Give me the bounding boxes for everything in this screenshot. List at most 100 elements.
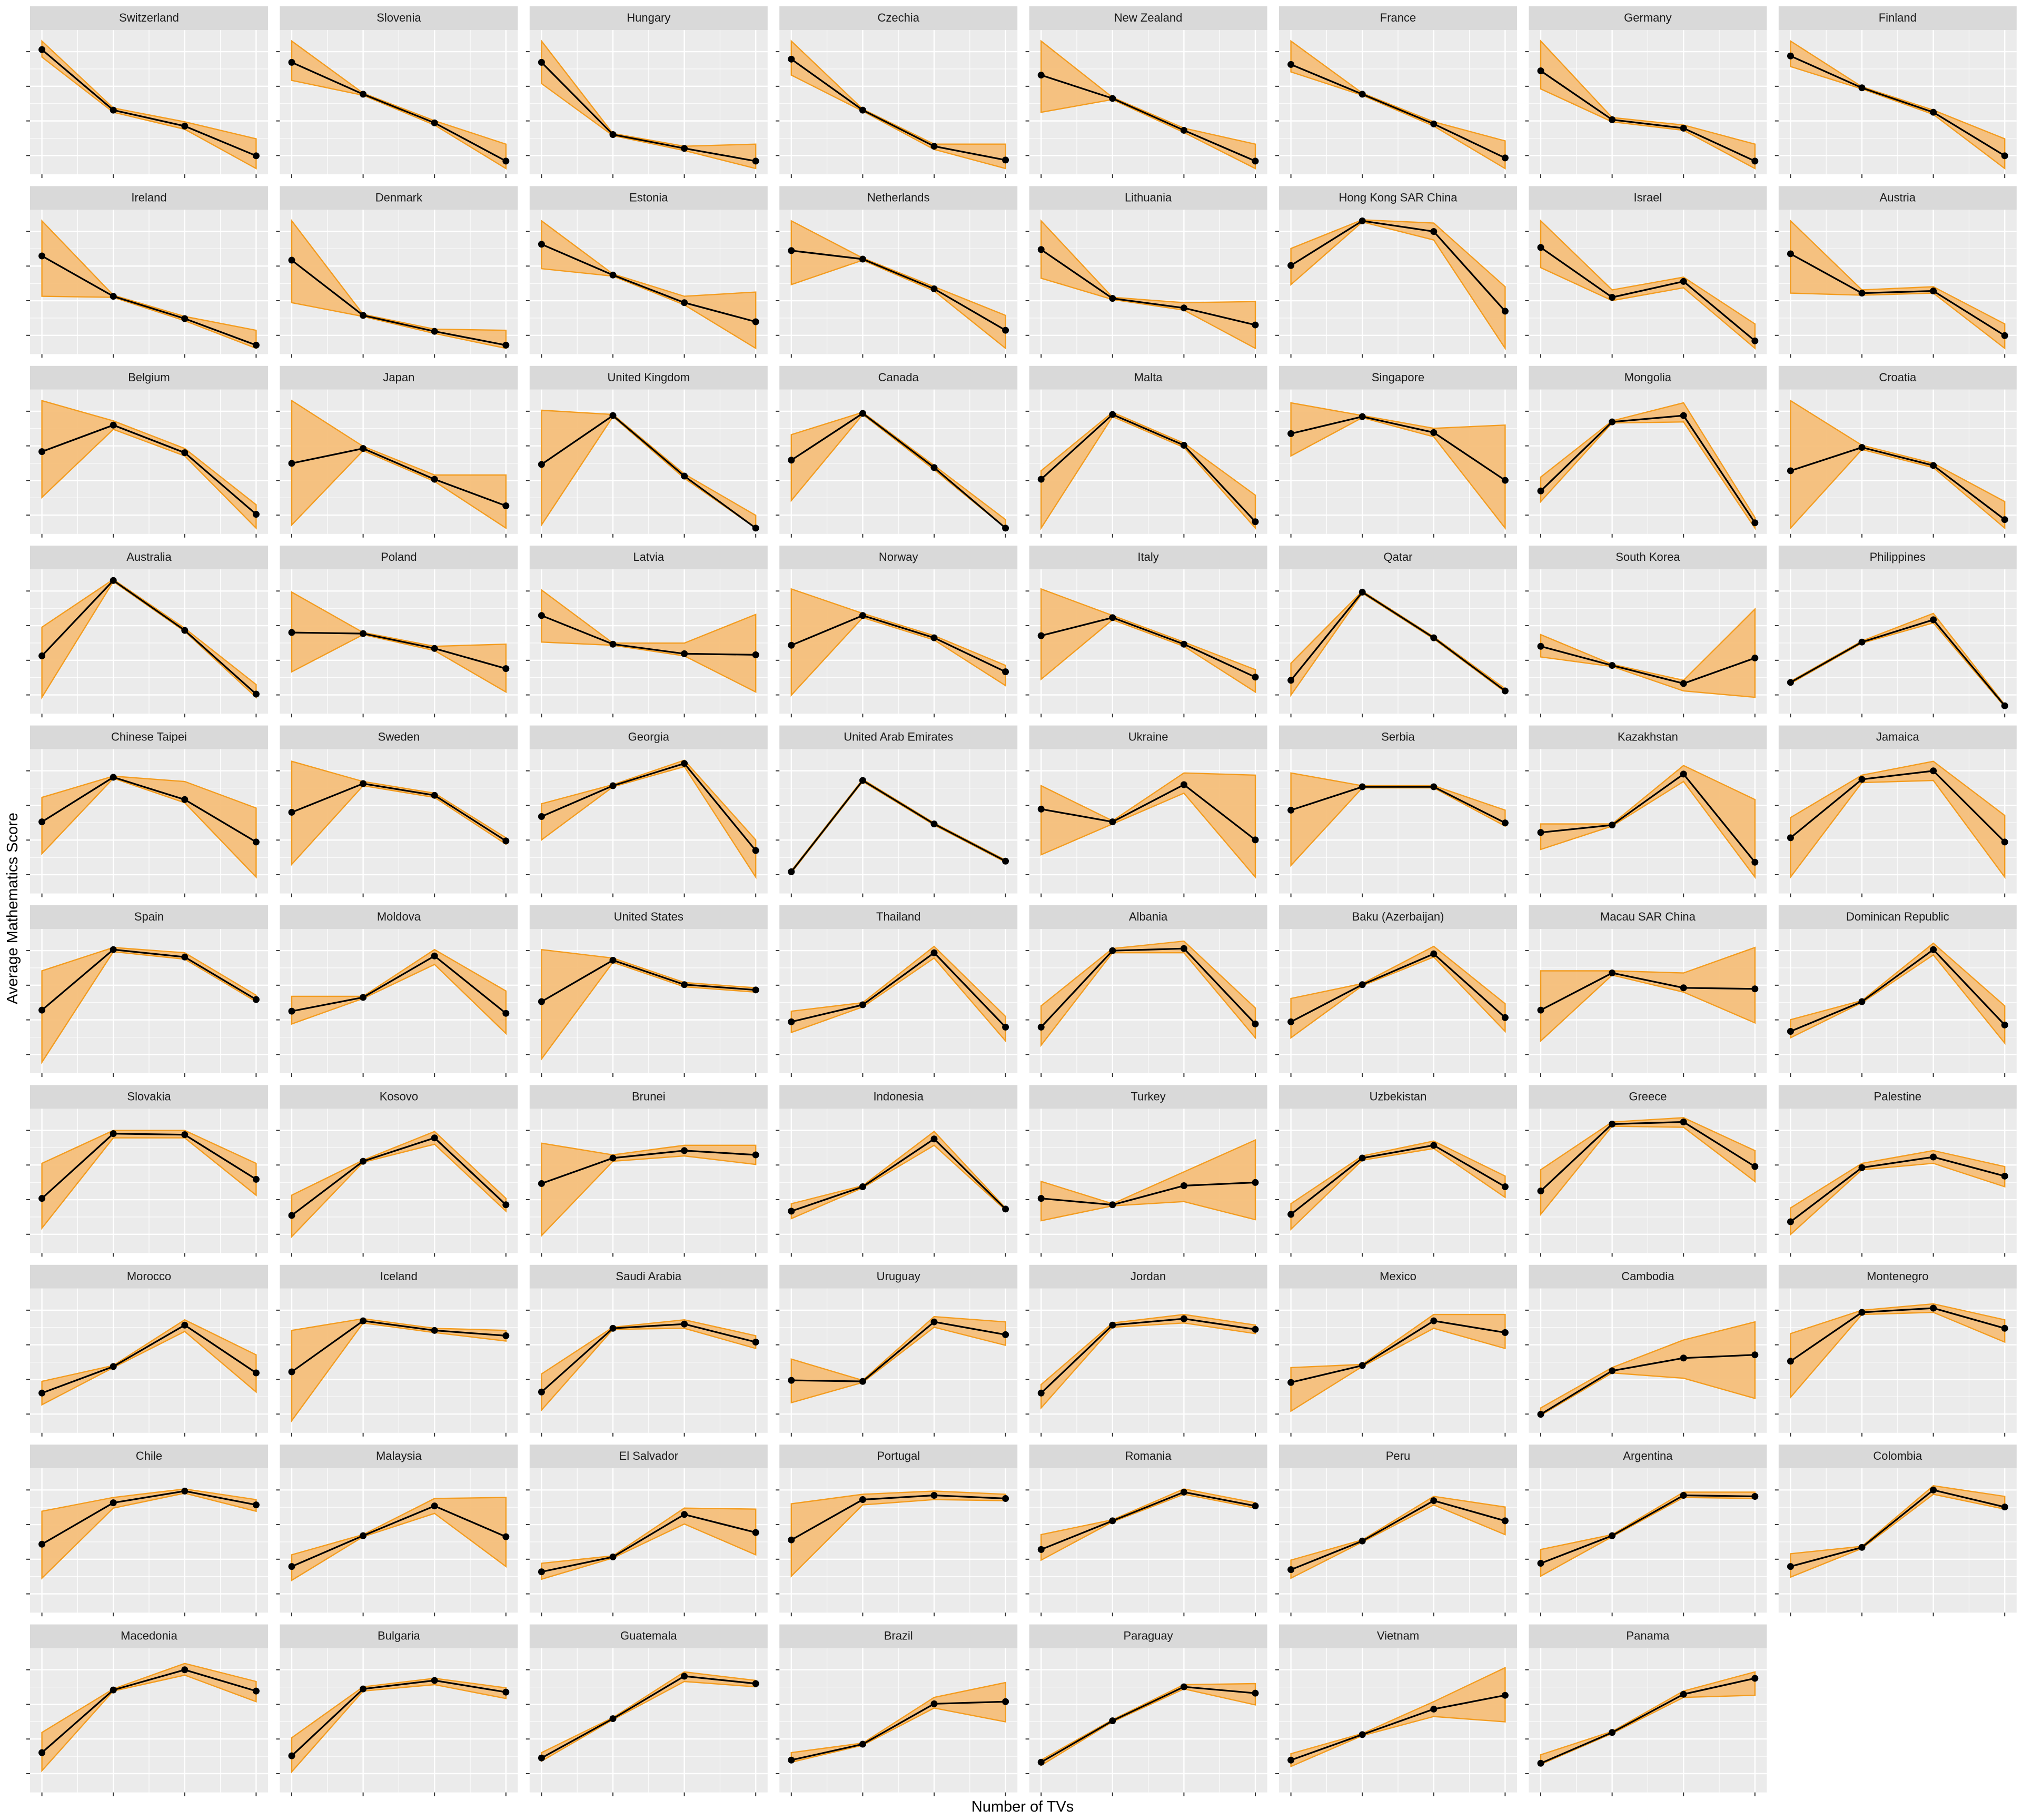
facet-title: Chinese Taipei <box>111 730 187 744</box>
facet-strip <box>30 6 268 30</box>
mean-line <box>1790 446 2006 520</box>
mean-line <box>1540 246 1756 342</box>
data-point <box>181 953 189 961</box>
facet-strip <box>529 1624 768 1648</box>
data-point <box>181 315 189 322</box>
data-point <box>110 1499 117 1507</box>
data-point <box>431 119 438 126</box>
facet-strip <box>30 1264 268 1289</box>
data-point <box>1430 228 1438 235</box>
data-point <box>538 1754 545 1762</box>
data-point <box>181 796 189 803</box>
facet-panel: Jordan <box>1025 1264 1267 1437</box>
facet-title: Denmark <box>375 191 423 204</box>
data-point <box>1609 1532 1616 1539</box>
facet-title: Ireland <box>131 191 166 204</box>
facet-title: Vietnam <box>1377 1629 1419 1643</box>
data-point <box>1751 654 1759 661</box>
data-point <box>1109 1321 1116 1329</box>
mean-line <box>291 1505 507 1568</box>
facet-strip <box>1778 1085 2017 1109</box>
confidence-band <box>1790 1150 2006 1236</box>
facet-panel: Saudi Arabia <box>526 1264 768 1437</box>
facet-title: Qatar <box>1383 550 1412 563</box>
facet-strip <box>779 6 1018 30</box>
facet-strip <box>779 1445 1018 1469</box>
data-point <box>1501 1329 1509 1336</box>
mean-line <box>541 1323 756 1393</box>
mean-line <box>1291 1499 1505 1571</box>
data-point <box>2001 1172 2008 1180</box>
facet-title: Jordan <box>1131 1270 1166 1283</box>
mean-line <box>541 1675 756 1759</box>
data-point <box>1359 783 1366 790</box>
facet-strip <box>529 365 768 390</box>
data-point <box>1037 632 1045 639</box>
data-point <box>1109 818 1116 826</box>
data-point <box>1037 805 1045 813</box>
mean-line <box>541 762 757 852</box>
facet-title: United States <box>614 910 683 923</box>
data-point <box>1037 246 1045 253</box>
data-point <box>2001 838 2008 846</box>
facet-panel: Chinese Taipei <box>26 725 268 897</box>
mean-line <box>1040 249 1256 326</box>
facet-panel: Croatia <box>1775 365 2017 538</box>
facet-panel: New Zealand <box>1025 6 1267 178</box>
data-point <box>1787 1027 1794 1035</box>
facet-strip <box>1529 905 1767 929</box>
data-point <box>1180 126 1187 134</box>
data-point <box>431 476 438 483</box>
data-point <box>1680 124 1687 132</box>
facet-title: Thailand <box>876 910 920 923</box>
data-point <box>1430 1705 1438 1713</box>
mean-line <box>1540 972 1755 1011</box>
mean-line <box>41 48 257 157</box>
data-point <box>1180 1683 1187 1690</box>
facet-title: Sweden <box>378 730 420 744</box>
facet-title: South Korea <box>1615 550 1680 563</box>
facet-title: Uzbekistan <box>1370 1090 1427 1103</box>
mean-line <box>42 424 257 515</box>
data-point <box>110 1130 117 1138</box>
data-point <box>502 1201 510 1209</box>
mean-line <box>791 952 1006 1028</box>
facet-title: Australia <box>126 550 172 563</box>
data-point <box>609 131 617 139</box>
data-point <box>1858 776 1866 783</box>
facet-title: Argentina <box>1623 1449 1673 1462</box>
data-point <box>538 612 545 619</box>
confidence-band <box>291 591 507 694</box>
data-point <box>1858 290 1866 297</box>
data-point <box>360 630 367 637</box>
data-point <box>1037 1389 1045 1397</box>
facet-strip <box>1529 1624 1767 1648</box>
data-point <box>1501 477 1509 484</box>
facet-title: Germany <box>1624 11 1671 24</box>
data-point <box>360 445 367 452</box>
facet-panel: Turkey <box>1025 1085 1267 1257</box>
data-point <box>1751 1351 1759 1359</box>
data-point <box>1430 950 1438 957</box>
data-point <box>1109 1517 1116 1525</box>
data-point <box>859 106 866 114</box>
facet-title: Uruguay <box>877 1270 920 1283</box>
mean-line <box>1790 1307 2005 1362</box>
data-point <box>609 1553 617 1560</box>
facet-strip <box>1029 186 1267 210</box>
facet-strip <box>779 186 1018 210</box>
data-point <box>110 946 117 953</box>
mean-line <box>291 631 507 670</box>
facet-panel: Kazakhstan <box>1525 725 1767 897</box>
facet-strip <box>30 1624 268 1648</box>
facet-title: Peru <box>1386 1449 1410 1462</box>
data-point <box>1858 1544 1866 1551</box>
mean-line <box>791 250 1006 331</box>
data-point <box>1537 642 1544 650</box>
confidence-band <box>1540 607 1756 698</box>
facet-strip <box>1529 725 1767 749</box>
data-point <box>1787 1563 1794 1570</box>
data-point <box>1609 662 1616 669</box>
data-point <box>859 255 866 263</box>
data-point <box>1930 288 1937 295</box>
